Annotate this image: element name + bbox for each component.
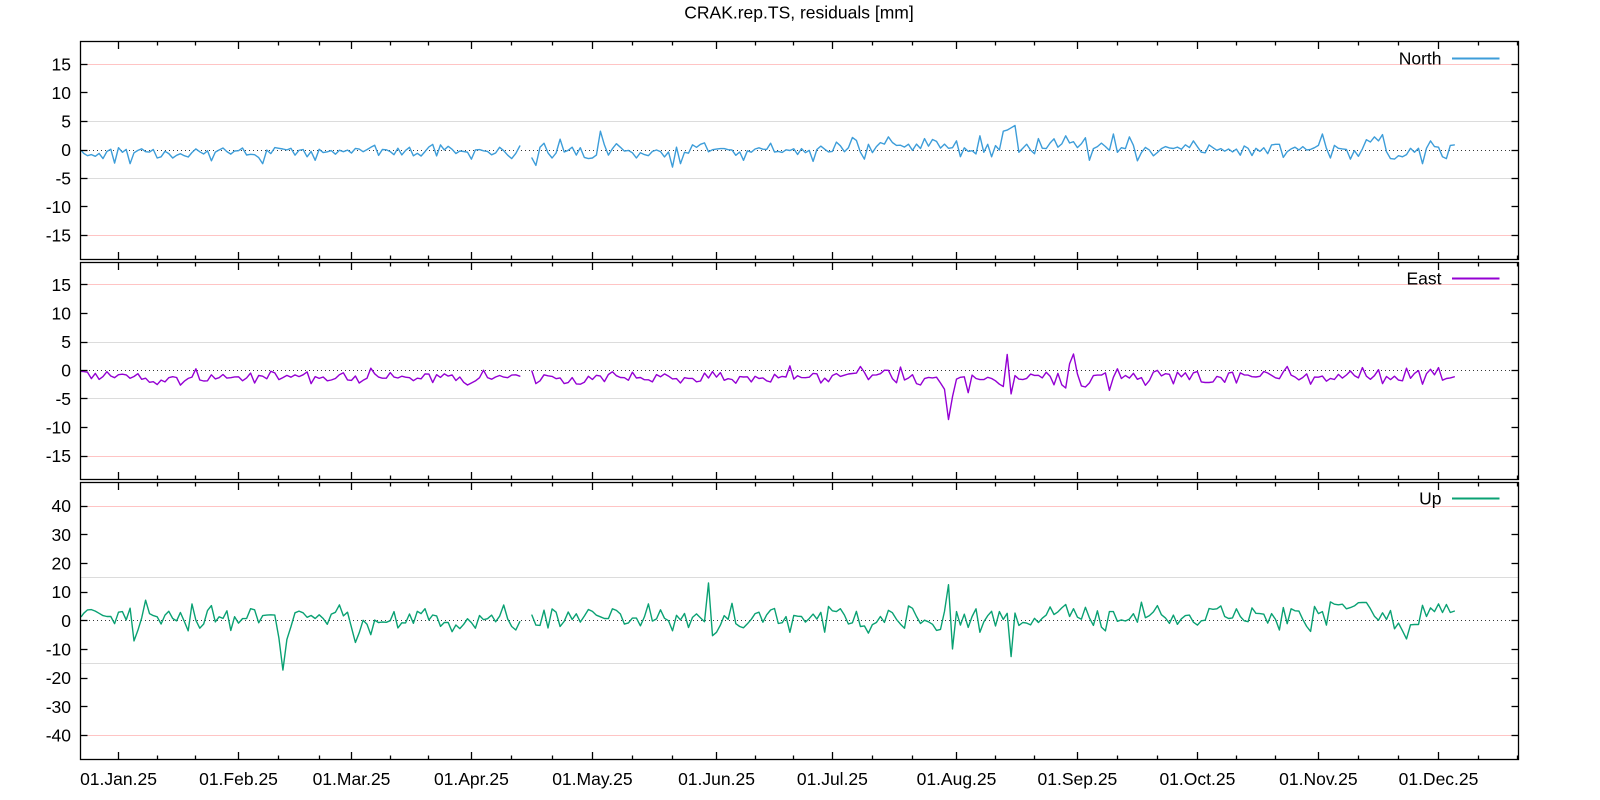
svg-text:15: 15	[52, 55, 71, 75]
svg-text:01.Jul.25: 01.Jul.25	[797, 769, 868, 789]
svg-text:-30: -30	[46, 697, 72, 717]
svg-text:01.Aug.25: 01.Aug.25	[917, 769, 997, 789]
svg-text:CRAK.rep.TS, residuals [mm]: CRAK.rep.TS, residuals [mm]	[684, 3, 914, 23]
svg-text:-40: -40	[46, 725, 72, 745]
svg-text:-20: -20	[46, 668, 72, 688]
svg-text:01.Jan.25: 01.Jan.25	[80, 769, 157, 789]
svg-text:01.Dec.25: 01.Dec.25	[1399, 769, 1479, 789]
svg-text:-15: -15	[46, 226, 71, 246]
svg-text:01.Jun.25: 01.Jun.25	[678, 769, 755, 789]
svg-text:5: 5	[61, 332, 71, 352]
svg-text:5: 5	[61, 112, 71, 132]
svg-text:01.Sep.25: 01.Sep.25	[1038, 769, 1118, 789]
svg-text:01.May.25: 01.May.25	[552, 769, 632, 789]
svg-text:-10: -10	[46, 640, 72, 660]
svg-text:-10: -10	[46, 418, 72, 438]
svg-text:-10: -10	[46, 197, 72, 217]
svg-text:10: 10	[52, 83, 72, 103]
svg-text:10: 10	[52, 582, 72, 602]
svg-text:10: 10	[52, 304, 72, 324]
svg-text:0: 0	[61, 140, 71, 160]
svg-text:0: 0	[61, 611, 71, 631]
svg-text:-5: -5	[55, 169, 71, 189]
svg-text:01.Feb.25: 01.Feb.25	[199, 769, 278, 789]
svg-text:01.Apr.25: 01.Apr.25	[434, 769, 509, 789]
svg-text:-5: -5	[55, 389, 71, 409]
svg-text:01.Mar.25: 01.Mar.25	[313, 769, 391, 789]
svg-text:Up: Up	[1419, 489, 1441, 509]
svg-text:01.Nov.25: 01.Nov.25	[1279, 769, 1357, 789]
svg-text:East: East	[1406, 269, 1441, 289]
svg-text:30: 30	[52, 525, 72, 545]
svg-text:0: 0	[61, 361, 71, 381]
svg-text:15: 15	[52, 275, 71, 295]
svg-text:20: 20	[52, 554, 72, 574]
svg-text:North: North	[1399, 49, 1442, 69]
svg-text:-15: -15	[46, 446, 71, 466]
svg-text:40: 40	[52, 496, 72, 516]
svg-text:01.Oct.25: 01.Oct.25	[1159, 769, 1235, 789]
